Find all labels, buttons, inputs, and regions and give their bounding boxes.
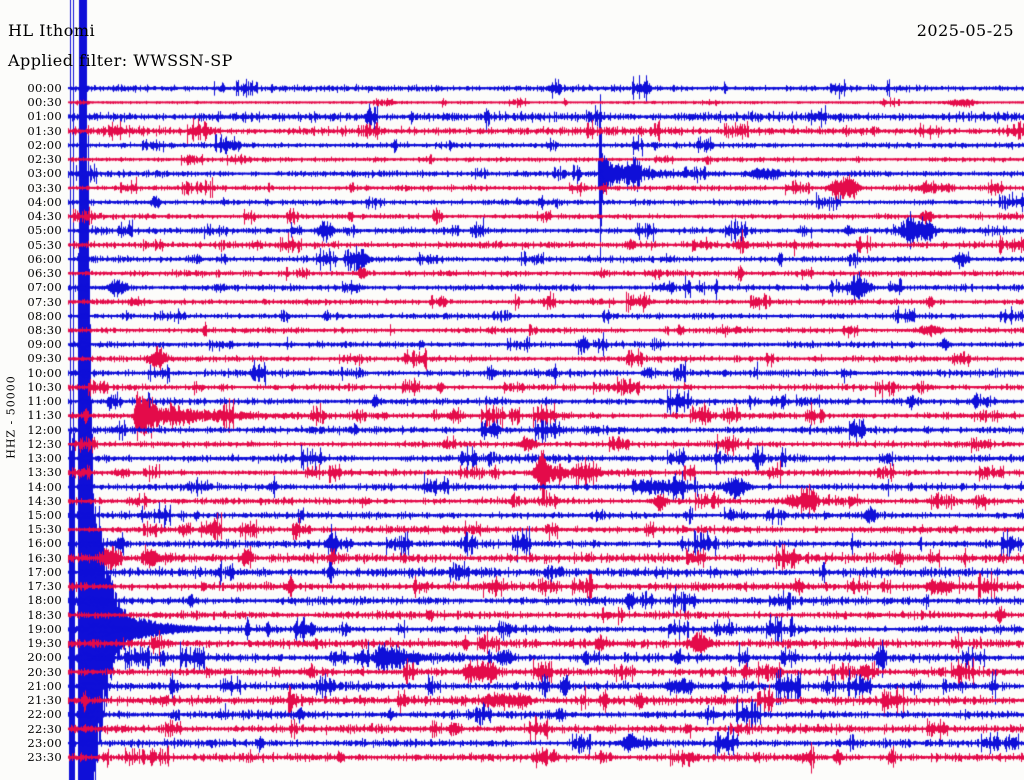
time-label: 16:30: [27, 550, 62, 565]
time-label: 04:00: [27, 194, 62, 209]
time-label: 08:30: [27, 322, 62, 337]
time-label: 18:00: [27, 593, 62, 608]
time-label: 02:30: [27, 152, 62, 167]
time-label: 16:00: [27, 536, 62, 551]
time-label: 22:30: [27, 721, 62, 736]
time-label: 18:30: [27, 607, 62, 622]
time-label: 20:30: [27, 664, 62, 679]
time-label: 19:30: [27, 636, 62, 651]
time-label: 14:00: [27, 479, 62, 494]
time-label: 10:00: [27, 365, 62, 380]
time-label: 23:30: [27, 749, 62, 764]
time-label: 01:00: [27, 109, 62, 124]
applied-filter-label: Applied filter: WWSSN-SP: [8, 51, 233, 70]
time-label: 17:00: [27, 564, 62, 579]
time-label: 12:30: [27, 436, 62, 451]
time-label: 09:00: [27, 337, 62, 352]
station-title: HL Ithomi: [8, 21, 96, 40]
time-label: 20:00: [27, 650, 62, 665]
time-label: 15:00: [27, 508, 62, 523]
time-label: 03:00: [27, 166, 62, 181]
time-label: 07:30: [27, 294, 62, 309]
time-label: 05:00: [27, 223, 62, 238]
time-label: 13:00: [27, 451, 62, 466]
time-label: 08:00: [27, 308, 62, 323]
time-label: 06:00: [27, 251, 62, 266]
time-label: 05:30: [27, 237, 62, 252]
time-label: 11:00: [27, 394, 62, 409]
time-label: 00:00: [27, 81, 62, 95]
time-label: 13:30: [27, 465, 62, 480]
time-label: 09:30: [27, 351, 62, 366]
time-label: 12:00: [27, 422, 62, 437]
time-label: 19:00: [27, 621, 62, 636]
time-label: 07:00: [27, 280, 62, 295]
time-label: 01:30: [27, 123, 62, 138]
time-label: 00:30: [27, 95, 62, 110]
time-label: 06:30: [27, 266, 62, 281]
time-label: 22:00: [27, 707, 62, 722]
time-label: 03:30: [27, 180, 62, 195]
date-label: 2025-05-25: [916, 21, 1014, 40]
time-label: 02:00: [27, 137, 62, 152]
time-label: 15:30: [27, 522, 62, 537]
time-label: 10:30: [27, 379, 62, 394]
time-label: 23:00: [27, 735, 62, 750]
time-label: 11:30: [27, 408, 62, 423]
time-label: 04:30: [27, 209, 62, 224]
time-label: 14:30: [27, 493, 62, 508]
time-label: 21:00: [27, 678, 62, 693]
time-label: 17:30: [27, 579, 62, 594]
time-label: 21:30: [27, 693, 62, 708]
